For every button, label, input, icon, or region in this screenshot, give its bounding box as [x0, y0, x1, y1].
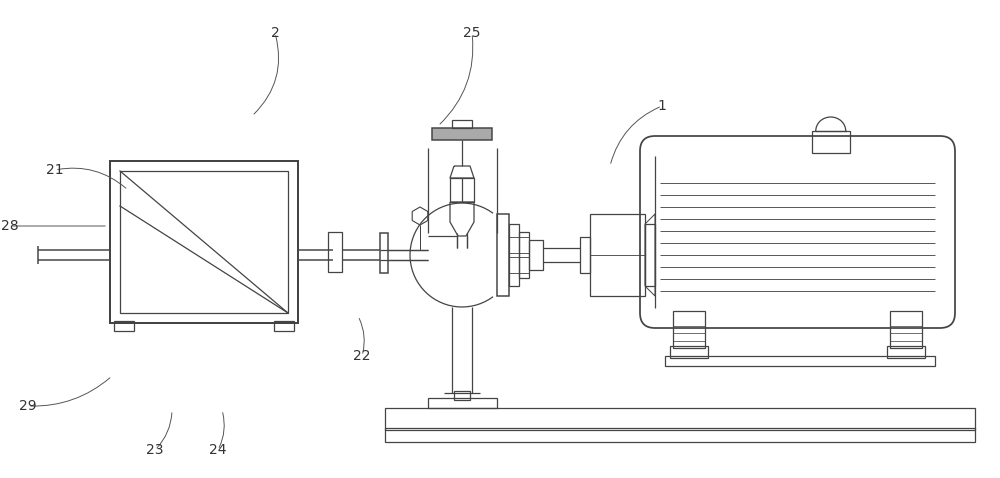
Bar — [665, 356, 935, 366]
Bar — [890, 311, 922, 348]
Text: 2: 2 — [271, 26, 279, 40]
Bar — [110, 161, 298, 323]
Bar — [454, 391, 470, 400]
Text: 1: 1 — [658, 99, 666, 113]
Bar — [120, 171, 288, 313]
Bar — [452, 120, 472, 128]
Bar — [428, 398, 497, 408]
Text: 22: 22 — [353, 349, 371, 363]
Bar — [529, 240, 543, 270]
Bar — [328, 232, 342, 272]
Text: 25: 25 — [463, 26, 481, 40]
Bar — [887, 346, 925, 358]
Bar — [645, 224, 655, 286]
Text: 28: 28 — [1, 219, 19, 233]
Bar — [385, 408, 975, 430]
Bar — [812, 131, 850, 153]
Text: 23: 23 — [146, 443, 164, 457]
Text: 29: 29 — [19, 399, 37, 413]
Bar — [114, 321, 134, 331]
Bar — [580, 237, 590, 273]
Bar — [509, 257, 529, 273]
Bar — [519, 232, 529, 278]
Bar — [380, 233, 388, 273]
Bar — [673, 311, 705, 348]
Bar — [590, 214, 645, 296]
Bar — [670, 346, 708, 358]
Bar — [497, 214, 509, 296]
Text: 24: 24 — [209, 443, 227, 457]
Bar — [274, 321, 294, 331]
Text: 21: 21 — [46, 163, 64, 177]
Bar — [385, 428, 975, 442]
Bar — [432, 128, 492, 140]
Bar — [509, 224, 519, 286]
Bar — [450, 178, 474, 202]
Bar — [509, 237, 529, 253]
